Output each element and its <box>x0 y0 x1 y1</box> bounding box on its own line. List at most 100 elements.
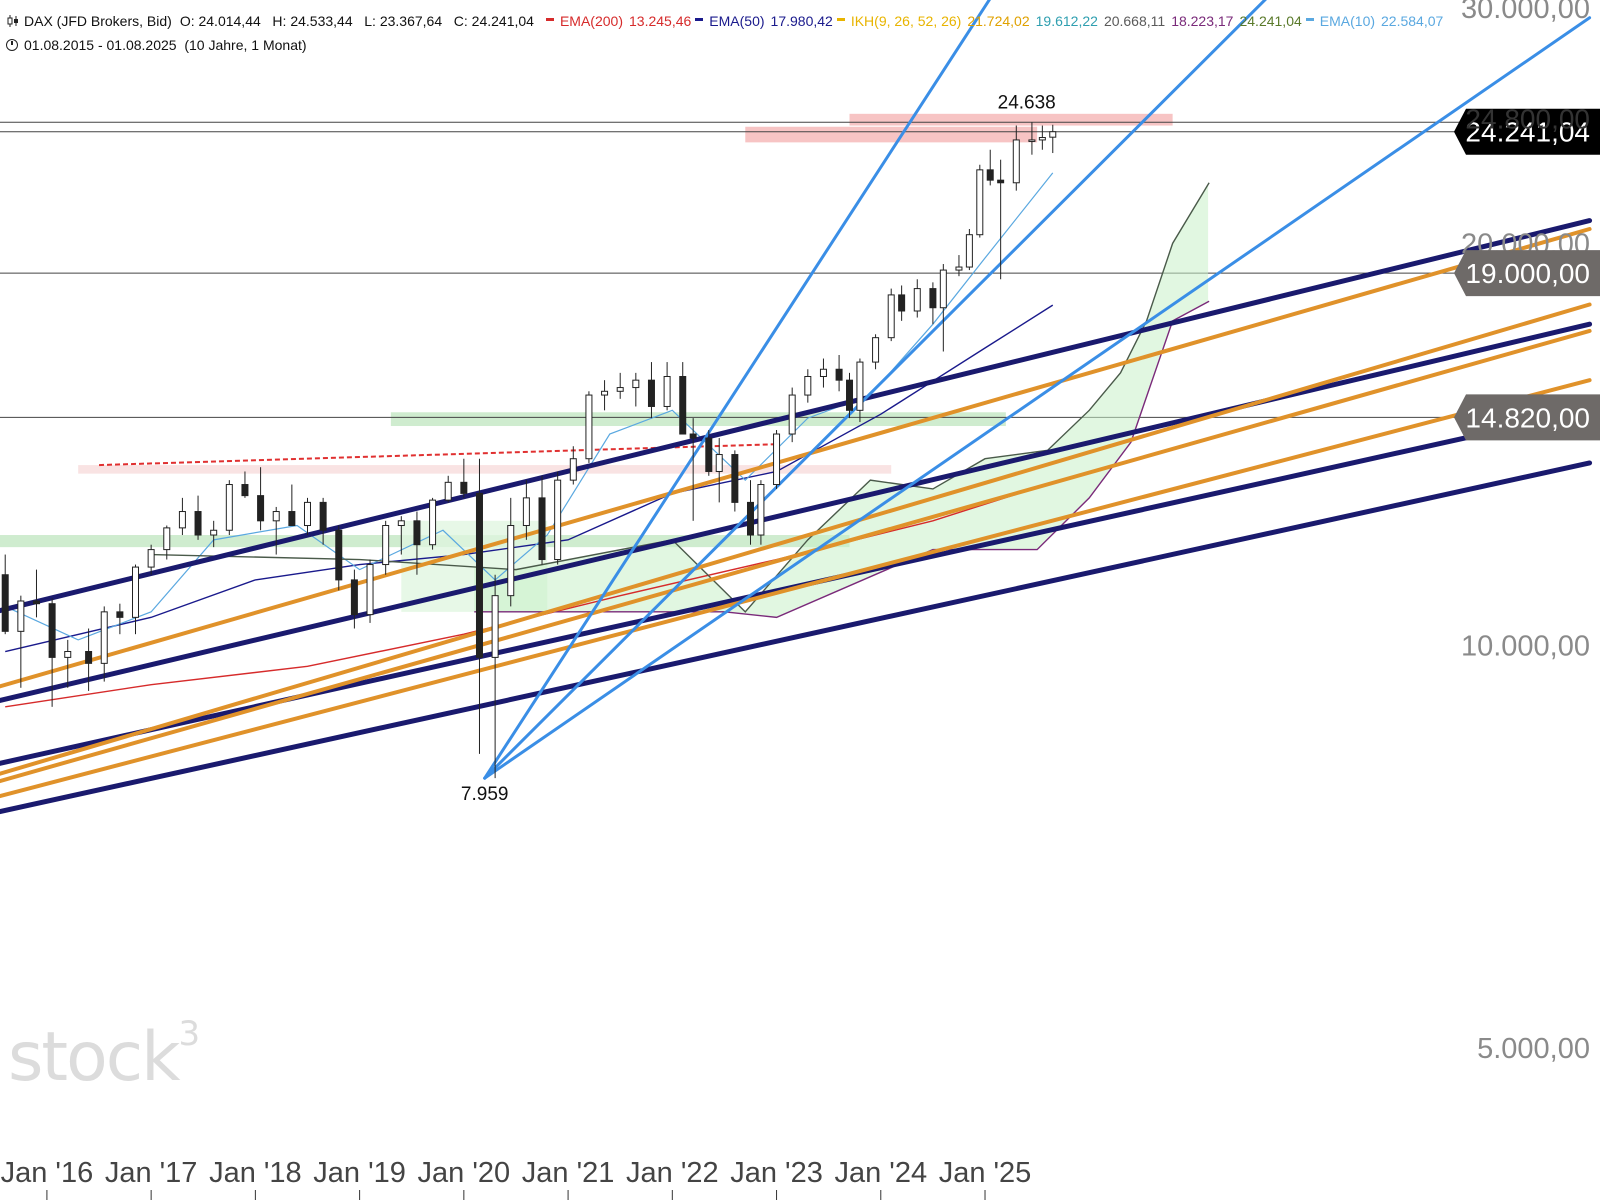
annotations-layer: 24.638 7.959 <box>461 92 1056 805</box>
candle-body <box>601 390 609 396</box>
candle <box>757 480 765 545</box>
candle <box>986 149 994 186</box>
instrument-name: DAX (JFD Brokers, Bid) <box>24 13 172 29</box>
candle-body <box>872 337 880 363</box>
candle <box>225 480 233 536</box>
candle-body <box>444 481 452 501</box>
trendline <box>0 460 1593 815</box>
indicator-value: 24.241,04 <box>1239 13 1302 29</box>
price-tag-level: 19.000,00 <box>1454 250 1600 297</box>
candle-body <box>397 520 405 527</box>
price-tag-label: 14.820,00 <box>1465 402 1590 433</box>
candle-body <box>757 484 765 536</box>
candle-body <box>429 499 437 546</box>
candle-body <box>225 484 233 531</box>
ichimoku-cloud <box>474 184 1209 618</box>
candle-body <box>288 511 296 527</box>
candle <box>507 497 515 607</box>
indicator-color-swatch <box>695 18 704 21</box>
candle-body <box>32 600 40 605</box>
candle <box>705 430 713 476</box>
candle-body <box>689 433 697 439</box>
candle-body <box>194 511 202 536</box>
candle-body <box>272 511 280 522</box>
price-tag-level: 14.820,00 <box>1454 394 1600 441</box>
candle-body <box>715 454 723 472</box>
indicator-value: 21.724,02 <box>967 13 1030 29</box>
y-tick-label: 10.000,00 <box>1461 631 1590 663</box>
indicator-value: 18.223,17 <box>1171 13 1234 29</box>
candle <box>17 595 25 688</box>
candle <box>475 458 483 754</box>
x-tick-label: Jan '16 <box>1 1157 94 1189</box>
candle-body <box>913 288 921 312</box>
candle <box>569 446 577 485</box>
candlestick-icon <box>6 14 20 28</box>
candle-body <box>569 458 577 481</box>
candle <box>913 279 921 318</box>
series-line-ikh-senkou-a <box>151 182 1210 613</box>
trendline <box>0 378 1592 799</box>
candle-body <box>1 574 9 632</box>
candle-body <box>303 501 311 527</box>
indicator-value: 22.584,07 <box>1381 13 1444 29</box>
candle-body <box>819 368 827 378</box>
candle <box>679 362 687 435</box>
candle-body <box>663 376 671 407</box>
candle <box>460 458 468 498</box>
candle-body <box>382 525 390 566</box>
candle-body <box>100 611 108 664</box>
ichimoku-cloud-layer <box>474 184 1209 618</box>
candle <box>887 288 895 342</box>
indicator-value: 20.668,11 <box>1103 13 1166 29</box>
candle-body <box>554 479 562 561</box>
candle <box>116 603 124 635</box>
price-tag-current: 24.241,04 <box>1454 108 1600 155</box>
x-tick-label: Jan '21 <box>522 1157 615 1189</box>
price-tag-box <box>1454 108 1600 155</box>
candle <box>1049 124 1057 154</box>
price-tag-box <box>1454 250 1600 297</box>
period-label: 01.08.2015 - 01.08.2025 (10 Jahre, 1 Mon… <box>24 37 307 53</box>
candle <box>1038 125 1046 150</box>
candle <box>288 484 296 527</box>
candle-body <box>773 433 781 486</box>
candle-body <box>835 368 843 381</box>
candle <box>1012 125 1020 191</box>
candle-body <box>163 527 171 551</box>
candle-body <box>178 511 186 529</box>
candle-body <box>976 169 984 236</box>
x-tick-label: Jan '19 <box>313 1157 406 1189</box>
candle-body <box>647 379 655 407</box>
indicator-label: EMA(10) <box>1319 13 1376 29</box>
candle <box>163 525 171 560</box>
stock3-watermark-logo: stock3 <box>8 1014 200 1097</box>
indicator-legend: EMA(200) 13.245,46 EMA(50) 17.980,42 IKH(9, … <box>542 13 1443 29</box>
candle-body <box>257 495 265 522</box>
candle <box>413 511 421 575</box>
candle-body <box>746 501 754 536</box>
candle <box>856 358 864 423</box>
indicator-value: 19.612,22 <box>1035 13 1098 29</box>
candle-body <box>335 529 343 581</box>
x-tick-label: Jan '25 <box>939 1157 1032 1189</box>
candle-body <box>1038 137 1046 141</box>
trendline <box>0 321 1593 704</box>
candle-body <box>679 376 687 435</box>
candle <box>585 391 593 463</box>
candle-body <box>366 564 374 616</box>
candle <box>601 380 609 411</box>
candle-body <box>731 454 739 503</box>
x-tick-label: Jan '23 <box>730 1157 823 1189</box>
candle-body <box>116 611 124 618</box>
candle-body <box>887 294 895 339</box>
candle-body <box>705 437 713 472</box>
candle <box>872 334 880 370</box>
candle <box>715 438 723 503</box>
candle-body <box>522 497 530 527</box>
candle <box>1028 122 1036 155</box>
candle <box>272 506 280 555</box>
ohlc-values: O: 24.014,44 H: 24.533,44 L: 23.367,64 C… <box>179 13 534 29</box>
